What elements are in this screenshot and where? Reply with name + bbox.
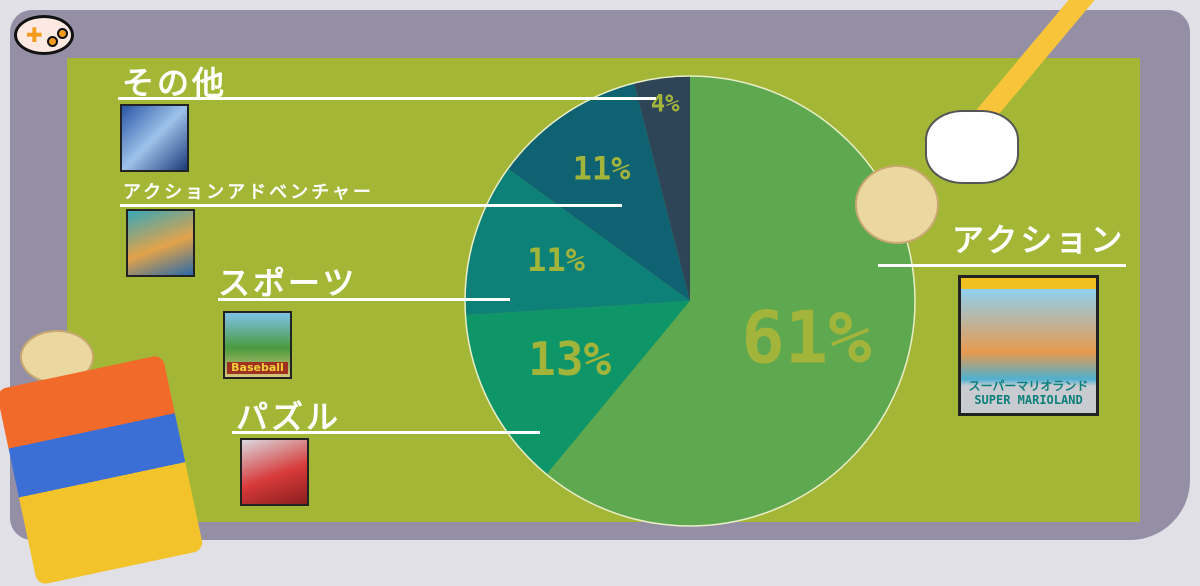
pie-slice [507, 83, 690, 301]
leader-line-other [118, 97, 656, 100]
pie-chart: 61% 13% 11% 11% 4% [464, 75, 916, 527]
cover-image-action-adventure [126, 209, 195, 277]
cover-image-action: スーパーマリオランド SUPER MARIOLAND [958, 275, 1099, 416]
cover-image-puzzle [240, 438, 309, 506]
slice-percent-label: 11% [527, 241, 586, 279]
slice-percent-label: 11% [573, 150, 632, 188]
leader-line-sports [218, 298, 510, 301]
category-label-action: アクション [952, 221, 1126, 259]
cover-title-sports: Baseball [227, 362, 288, 374]
category-label-action-adventure: アクションアドベンチャー [123, 182, 374, 203]
category-label-other: その他 [122, 64, 228, 102]
slice-percent-label: 61% [741, 295, 871, 379]
cover-title-action: スーパーマリオランド SUPER MARIOLAND [968, 379, 1089, 407]
slice-percent-label: 4% [651, 90, 680, 118]
leader-line-action-adventure [120, 204, 622, 207]
pie-slice [546, 76, 915, 527]
category-label-puzzle: パズル [236, 398, 342, 436]
cover-image-sports: Baseball [223, 311, 292, 379]
slice-percent-label: 13% [528, 332, 611, 386]
category-label-sports: スポーツ [218, 264, 358, 302]
snack-chip-decoration [855, 165, 939, 244]
leader-line-puzzle [232, 431, 540, 434]
leader-line-action [878, 264, 1126, 267]
gloved-hand-decoration [925, 110, 1019, 184]
pie-slice [634, 76, 690, 301]
game-controller-icon: ✚ [14, 15, 74, 55]
cover-image-other [120, 104, 189, 172]
